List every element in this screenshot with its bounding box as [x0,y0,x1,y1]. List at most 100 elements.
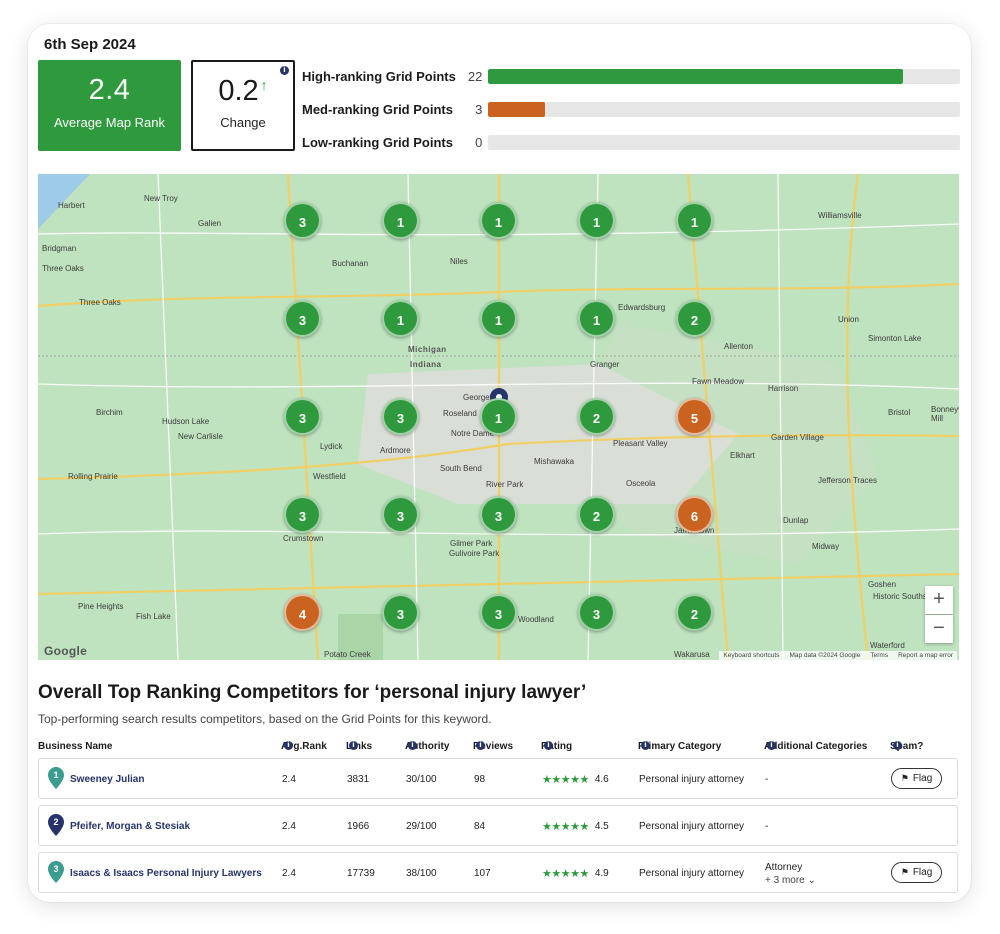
grid-summary-row: High-ranking Grid Points 22 [302,60,960,93]
authority-cell: 38/100 [406,868,437,879]
map-label: Granger [590,360,620,369]
rating-cell: ★★★★★ 4.9 [542,853,609,894]
grid-point-rank[interactable]: 2 [676,300,713,337]
grid-point-rank[interactable]: 1 [578,300,615,337]
zoom-out-button[interactable]: − [925,615,953,643]
grid-point-rank[interactable]: 1 [480,300,517,337]
grid-point-rank[interactable]: 3 [480,496,517,533]
business-name-cell: Pfeifer, Morgan & Stesiak [70,806,190,847]
flag-spam-button[interactable]: ⚑ Flag [891,768,942,789]
competitors-title: Overall Top Ranking Competitors for ‘per… [38,682,587,703]
links-cell: 3831 [347,774,370,785]
grid-point-rank[interactable]: 1 [676,202,713,239]
grid-point-rank[interactable]: 6 [676,496,713,533]
map-label: Fish Lake [136,612,171,621]
flag-spam-button[interactable]: ⚑ Flag [891,862,942,883]
map-label: Allenton [724,342,753,351]
table-row[interactable]: 3 Isaacs & Isaacs Personal Injury Lawyers… [38,852,958,893]
avg-rank-cell: 2.4 [282,868,296,879]
grid-point-rank[interactable]: 4 [284,594,321,631]
map-label: Pleasant Valley [613,439,668,448]
grid-summary-count: 22 [467,69,483,84]
grid-point-rank[interactable]: 1 [382,300,419,337]
links-cell: 17739 [347,868,375,879]
grid-summary-label: Med-ranking Grid Points [302,102,453,117]
map-label: River Park [486,480,524,489]
info-icon[interactable]: i [284,741,293,750]
map-label: Gulivoire Park [449,549,500,558]
grid-point-rank[interactable]: 1 [578,202,615,239]
map-label: Hudson Lake [162,417,210,426]
grid-point-rank[interactable]: 2 [578,398,615,435]
map-label: Williamsville [818,211,862,220]
grid-point-rank[interactable]: 3 [382,398,419,435]
info-icon[interactable]: i [641,741,650,750]
rank-grid-map[interactable]: Harbert New Troy Galien Buchanan Niles T… [38,174,959,660]
grid-point-rank[interactable]: 3 [382,496,419,533]
map-label: Three Oaks [42,264,84,273]
grid-summary-fill [488,69,904,84]
map-label: Rolling Prairie [68,472,118,481]
business-name-link[interactable]: Isaacs & Isaacs Personal Injury Lawyers [70,868,262,879]
reviews-cell: 107 [474,868,491,879]
info-icon[interactable]: i [280,66,289,75]
map-label: Garden Village [771,433,824,442]
avg-rank-cell: 2.4 [282,821,296,832]
table-row[interactable]: 2 Pfeifer, Morgan & Stesiak 2.4 1966 29/100 8… [38,805,958,846]
grid-point-rank[interactable]: 1 [382,202,419,239]
map-label: Harbert [58,201,85,210]
map-label: Pine Heights [78,602,124,611]
grid-point-rank[interactable]: 3 [480,594,517,631]
grid-point-rank[interactable]: 3 [284,398,321,435]
grid-point-rank[interactable]: 3 [284,496,321,533]
rating-value: 4.6 [594,774,609,785]
map-label: Crumstown [283,534,324,543]
map-label: Lydick [320,442,343,451]
business-name-cell: Isaacs & Isaacs Personal Injury Lawyers [70,853,262,894]
zoom-in-button[interactable]: + [925,586,953,614]
column-header-label: Rating [541,741,573,752]
map-label: Buchanan [332,259,369,268]
business-name-link[interactable]: Pfeifer, Morgan & Stesiak [70,821,191,832]
info-icon[interactable]: i [408,741,417,750]
table-row[interactable]: 1 Sweeney Julian 2.4 3831 30/100 98 ★★★★★ 4.6 Pe… [38,758,958,799]
rank-number: 3 [53,864,58,874]
grid-summary-fill [488,102,545,117]
grid-point-rank[interactable]: 3 [578,594,615,631]
more-categories-toggle[interactable]: + 3 more ⌄ [765,874,816,886]
keyboard-shortcuts-link[interactable]: Keyboard shortcuts [723,652,780,659]
map-label: Galien [198,219,222,228]
map-label: New Troy [144,194,178,203]
grid-point-rank[interactable]: 2 [578,496,615,533]
rating-value: 4.5 [594,821,609,832]
map-label: Niles [450,257,468,266]
grid-point-rank[interactable]: 1 [480,202,517,239]
grid-point-rank[interactable]: 5 [676,398,713,435]
table-header: Business Name Avg.Rank i Links i Authority… [38,739,959,755]
map-label: Michigan [408,345,447,354]
info-icon[interactable]: i [767,741,776,750]
map-label: Midway [812,542,840,551]
business-name-link[interactable]: Sweeney Julian [70,774,145,785]
map-label: Edwardsburg [618,303,666,312]
report-map-error-link[interactable]: Report a map error [898,652,953,659]
grid-summary-row: Low-ranking Grid Points 0 [302,126,960,159]
info-icon[interactable]: i [893,741,902,750]
grid-point-rank[interactable]: 3 [284,300,321,337]
google-logo: Google [44,644,88,658]
grid-point-rank[interactable]: 1 [480,398,517,435]
additional-categories-cell: - [765,774,769,785]
map-data-text: Map data ©2024 Google [789,652,861,659]
rank-marker-icon: 1 [48,767,64,789]
rank-marker-icon: 3 [48,861,64,883]
info-icon[interactable]: i [544,741,553,750]
info-icon[interactable]: i [349,741,358,750]
map-label: Dunlap [783,516,809,525]
grid-point-rank[interactable]: 3 [284,202,321,239]
grid-point-rank[interactable]: 2 [676,594,713,631]
grid-point-rank[interactable]: 3 [382,594,419,631]
map-label: South Bend [440,464,482,473]
info-icon[interactable]: i [476,741,485,750]
change-value: 0.2 [218,75,259,107]
terms-link[interactable]: Terms [870,652,889,659]
